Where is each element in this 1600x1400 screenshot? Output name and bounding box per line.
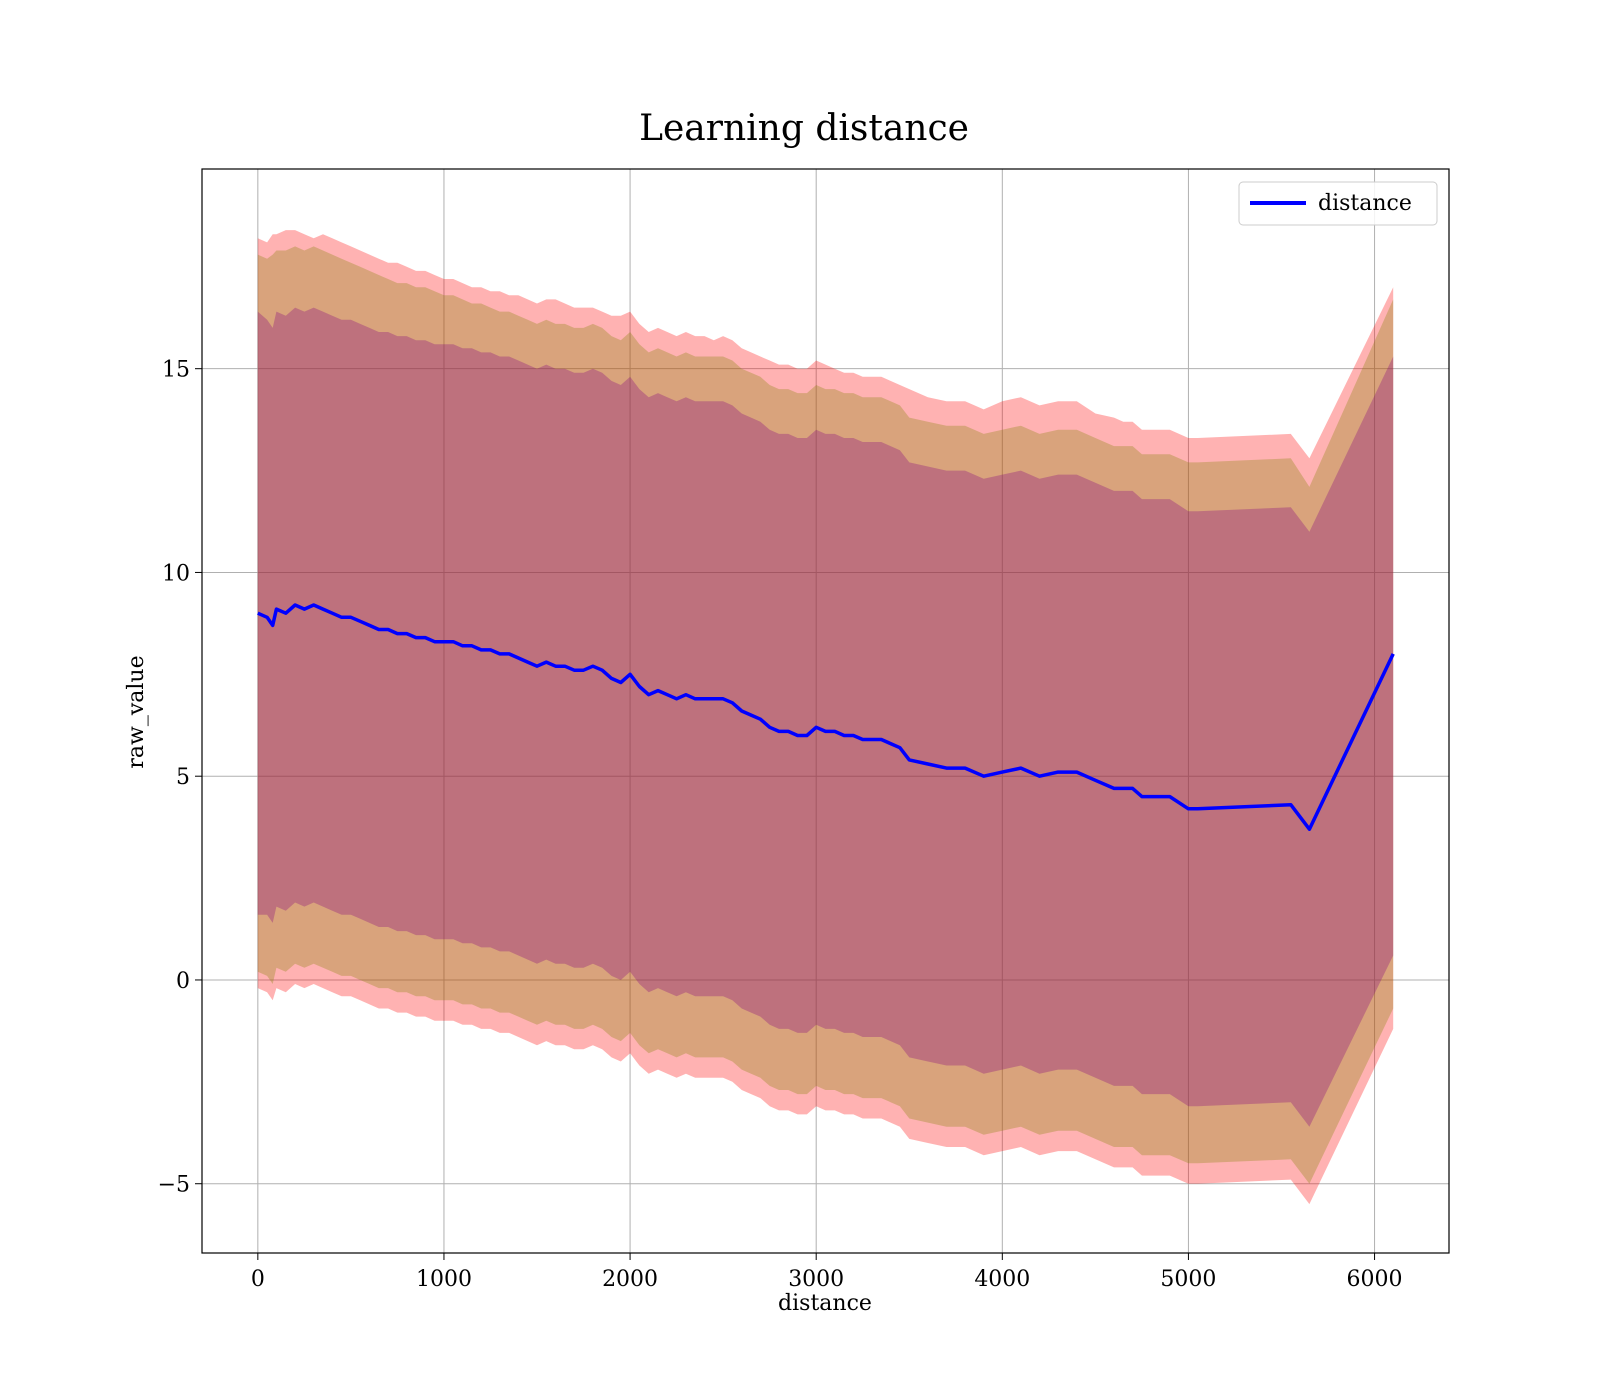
x-tick-label: 5000 <box>1160 1267 1216 1292</box>
legend: distance <box>1238 181 1438 226</box>
y-ticks: −5 0 5 10 15 <box>158 358 202 1198</box>
chart-title: Learning distance <box>639 108 969 149</box>
series-lines <box>257 603 1395 831</box>
band-inner <box>257 307 1394 1127</box>
y-tick-label: 0 <box>176 969 190 994</box>
series-line-distance <box>257 603 1395 831</box>
legend-box <box>1238 181 1438 226</box>
x-axis-label: distance <box>778 1291 872 1316</box>
x-tick-label: 1000 <box>416 1267 472 1292</box>
y-tick-label: 15 <box>162 358 190 383</box>
x-tick-label: 2000 <box>602 1267 658 1292</box>
legend-label-distance: distance <box>1318 191 1412 216</box>
x-tick-label: 0 <box>251 1267 265 1292</box>
plot-frame <box>201 168 1450 1254</box>
y-tick-label: 5 <box>176 765 190 790</box>
x-tick-label: 4000 <box>974 1267 1030 1292</box>
band-middle <box>257 246 1394 1184</box>
x-tick-label: 3000 <box>788 1267 844 1292</box>
y-tick-label: −5 <box>158 1173 190 1198</box>
confidence-bands <box>257 230 1394 1205</box>
x-tick-label: 6000 <box>1347 1267 1403 1292</box>
y-tick-label: 10 <box>162 561 190 586</box>
grid <box>202 169 1449 1253</box>
y-axis-label: raw_value <box>124 655 149 768</box>
x-ticks: 0 1000 2000 3000 4000 5000 6000 <box>251 1253 1403 1292</box>
band-outer <box>257 230 1394 1205</box>
